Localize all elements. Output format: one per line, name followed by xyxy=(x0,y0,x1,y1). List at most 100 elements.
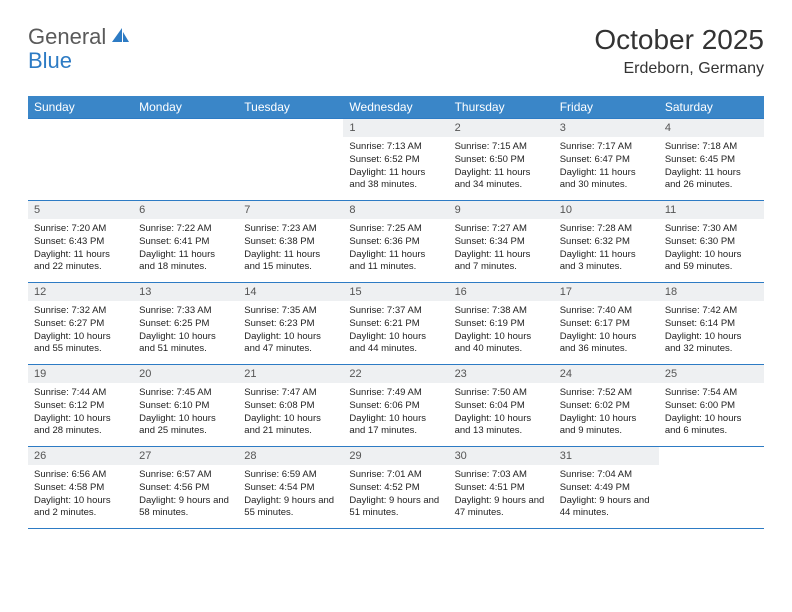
day-cell: 22Sunrise: 7:49 AMSunset: 6:06 PMDayligh… xyxy=(343,365,448,447)
day-info: Sunrise: 7:52 AMSunset: 6:02 PMDaylight:… xyxy=(554,383,659,444)
sunrise-text: Sunrise: 7:50 AM xyxy=(455,387,548,400)
sunset-text: Sunset: 6:50 PM xyxy=(455,154,548,167)
day-info: Sunrise: 7:32 AMSunset: 6:27 PMDaylight:… xyxy=(28,301,133,362)
day-cell: 2 Sunrise: 7:15 AMSunset: 6:50 PMDaylight… xyxy=(449,119,554,201)
day-number: 8 xyxy=(343,201,448,219)
day-number: 20 xyxy=(133,365,238,383)
day-number: 15 xyxy=(343,283,448,301)
logo-text-general: General xyxy=(28,24,106,50)
day-cell: 13Sunrise: 7:33 AMSunset: 6:25 PMDayligh… xyxy=(133,283,238,365)
day-number: 28 xyxy=(238,447,343,465)
sunrise-text: Sunrise: 7:23 AM xyxy=(244,223,337,236)
day-number: 23 xyxy=(449,365,554,383)
day-number: 27 xyxy=(133,447,238,465)
sunset-text: Sunset: 6:45 PM xyxy=(665,154,758,167)
sunset-text: Sunset: 6:19 PM xyxy=(455,318,548,331)
week-row: 26Sunrise: 6:56 AMSunset: 4:58 PMDayligh… xyxy=(28,447,764,529)
daylight-text: Daylight: 9 hours and 47 minutes. xyxy=(455,495,548,521)
day-cell: 9Sunrise: 7:27 AMSunset: 6:34 PMDaylight… xyxy=(449,201,554,283)
day-number: 26 xyxy=(28,447,133,465)
day-info: Sunrise: 7:42 AMSunset: 6:14 PMDaylight:… xyxy=(659,301,764,362)
day-info: Sunrise: 7:47 AMSunset: 6:08 PMDaylight:… xyxy=(238,383,343,444)
day-cell: 23Sunrise: 7:50 AMSunset: 6:04 PMDayligh… xyxy=(449,365,554,447)
day-number xyxy=(133,119,238,125)
daylight-text: Daylight: 11 hours and 34 minutes. xyxy=(455,167,548,193)
sunset-text: Sunset: 6:17 PM xyxy=(560,318,653,331)
day-number: 2 xyxy=(449,119,554,137)
sunrise-text: Sunrise: 7:01 AM xyxy=(349,469,442,482)
daylight-text: Daylight: 11 hours and 38 minutes. xyxy=(349,167,442,193)
day-info: Sunrise: 7:03 AMSunset: 4:51 PMDaylight:… xyxy=(449,465,554,526)
calendar-table: Sunday Monday Tuesday Wednesday Thursday… xyxy=(28,96,764,529)
day-info: Sunrise: 7:04 AMSunset: 4:49 PMDaylight:… xyxy=(554,465,659,526)
day-cell: 18Sunrise: 7:42 AMSunset: 6:14 PMDayligh… xyxy=(659,283,764,365)
sunrise-text: Sunrise: 7:22 AM xyxy=(139,223,232,236)
week-row: 1Sunrise: 7:13 AMSunset: 6:52 PMDaylight… xyxy=(28,119,764,201)
day-number xyxy=(659,447,764,453)
day-cell: 7Sunrise: 7:23 AMSunset: 6:38 PMDaylight… xyxy=(238,201,343,283)
day-number: 25 xyxy=(659,365,764,383)
day-cell: 8Sunrise: 7:25 AMSunset: 6:36 PMDaylight… xyxy=(343,201,448,283)
daylight-text: Daylight: 11 hours and 30 minutes. xyxy=(560,167,653,193)
day-info: Sunrise: 7:49 AMSunset: 6:06 PMDaylight:… xyxy=(343,383,448,444)
sunset-text: Sunset: 6:36 PM xyxy=(349,236,442,249)
sunset-text: Sunset: 6:06 PM xyxy=(349,400,442,413)
sunrise-text: Sunrise: 7:54 AM xyxy=(665,387,758,400)
daylight-text: Daylight: 10 hours and 2 minutes. xyxy=(34,495,127,521)
day-info: Sunrise: 6:57 AMSunset: 4:56 PMDaylight:… xyxy=(133,465,238,526)
sunset-text: Sunset: 6:32 PM xyxy=(560,236,653,249)
day-info: Sunrise: 6:59 AMSunset: 4:54 PMDaylight:… xyxy=(238,465,343,526)
logo-sail-icon xyxy=(110,26,130,49)
day-number xyxy=(238,119,343,125)
sunrise-text: Sunrise: 7:03 AM xyxy=(455,469,548,482)
daylight-text: Daylight: 9 hours and 55 minutes. xyxy=(244,495,337,521)
sunrise-text: Sunrise: 7:27 AM xyxy=(455,223,548,236)
sunrise-text: Sunrise: 7:49 AM xyxy=(349,387,442,400)
day-number: 22 xyxy=(343,365,448,383)
daylight-text: Daylight: 10 hours and 25 minutes. xyxy=(139,413,232,439)
sunrise-text: Sunrise: 7:15 AM xyxy=(455,141,548,154)
logo-text-blue-wrap: Blue xyxy=(28,48,72,74)
sunset-text: Sunset: 6:14 PM xyxy=(665,318,758,331)
daylight-text: Daylight: 10 hours and 51 minutes. xyxy=(139,331,232,357)
daylight-text: Daylight: 10 hours and 28 minutes. xyxy=(34,413,127,439)
sunset-text: Sunset: 6:25 PM xyxy=(139,318,232,331)
sunrise-text: Sunrise: 6:59 AM xyxy=(244,469,337,482)
day-number: 30 xyxy=(449,447,554,465)
day-info: Sunrise: 7:28 AMSunset: 6:32 PMDaylight:… xyxy=(554,219,659,280)
header: General October 2025 Erdeborn, Germany xyxy=(28,24,764,78)
dayhead-tue: Tuesday xyxy=(238,96,343,119)
sunrise-text: Sunrise: 7:38 AM xyxy=(455,305,548,318)
sunrise-text: Sunrise: 6:57 AM xyxy=(139,469,232,482)
sunrise-text: Sunrise: 7:04 AM xyxy=(560,469,653,482)
daylight-text: Daylight: 10 hours and 32 minutes. xyxy=(665,331,758,357)
daylight-text: Daylight: 10 hours and 17 minutes. xyxy=(349,413,442,439)
day-cell: 4Sunrise: 7:18 AMSunset: 6:45 PMDaylight… xyxy=(659,119,764,201)
sunset-text: Sunset: 4:54 PM xyxy=(244,482,337,495)
daylight-text: Daylight: 11 hours and 3 minutes. xyxy=(560,249,653,275)
day-info: Sunrise: 7:25 AMSunset: 6:36 PMDaylight:… xyxy=(343,219,448,280)
daylight-text: Daylight: 11 hours and 26 minutes. xyxy=(665,167,758,193)
day-info: Sunrise: 6:56 AMSunset: 4:58 PMDaylight:… xyxy=(28,465,133,526)
day-number: 4 xyxy=(659,119,764,137)
sunrise-text: Sunrise: 7:44 AM xyxy=(34,387,127,400)
sunset-text: Sunset: 6:41 PM xyxy=(139,236,232,249)
sunrise-text: Sunrise: 7:47 AM xyxy=(244,387,337,400)
sunset-text: Sunset: 4:51 PM xyxy=(455,482,548,495)
logo: General xyxy=(28,24,132,50)
day-number: 16 xyxy=(449,283,554,301)
day-cell: 14Sunrise: 7:35 AMSunset: 6:23 PMDayligh… xyxy=(238,283,343,365)
day-header-row: Sunday Monday Tuesday Wednesday Thursday… xyxy=(28,96,764,119)
dayhead-fri: Friday xyxy=(554,96,659,119)
sunrise-text: Sunrise: 7:32 AM xyxy=(34,305,127,318)
location: Erdeborn, Germany xyxy=(594,60,764,78)
week-row: 19Sunrise: 7:44 AMSunset: 6:12 PMDayligh… xyxy=(28,365,764,447)
day-cell: 16Sunrise: 7:38 AMSunset: 6:19 PMDayligh… xyxy=(449,283,554,365)
daylight-text: Daylight: 10 hours and 47 minutes. xyxy=(244,331,337,357)
dayhead-thu: Thursday xyxy=(449,96,554,119)
daylight-text: Daylight: 10 hours and 13 minutes. xyxy=(455,413,548,439)
day-cell: 31Sunrise: 7:04 AMSunset: 4:49 PMDayligh… xyxy=(554,447,659,529)
day-cell: 12Sunrise: 7:32 AMSunset: 6:27 PMDayligh… xyxy=(28,283,133,365)
sunrise-text: Sunrise: 7:25 AM xyxy=(349,223,442,236)
sunrise-text: Sunrise: 7:17 AM xyxy=(560,141,653,154)
